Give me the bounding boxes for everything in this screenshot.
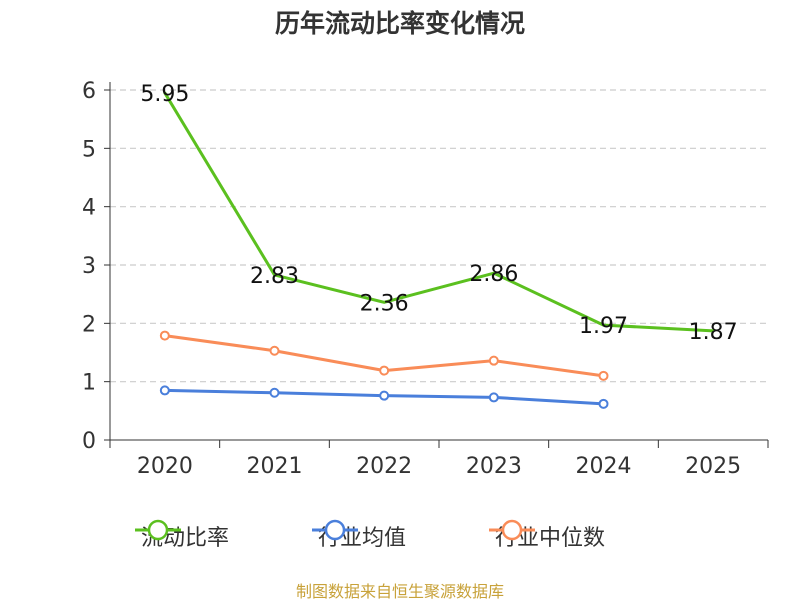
data-label: 2.83 (250, 264, 299, 289)
legend-item-industry-median[interactable]: 行业中位数 (487, 518, 605, 554)
y-tick-label: 5 (82, 137, 96, 162)
y-tick-label: 1 (82, 371, 96, 396)
data-point (379, 390, 390, 401)
data-label: 1.97 (579, 314, 628, 339)
y-tick-label: 4 (82, 196, 96, 221)
legend-marker-icon (135, 519, 181, 541)
data-label: 2.86 (469, 262, 518, 287)
data-label: 1.87 (689, 320, 738, 345)
y-tick-label: 0 (82, 429, 96, 454)
data-point (159, 385, 170, 396)
data-point (269, 345, 280, 356)
data-point (488, 392, 499, 403)
data-point (269, 387, 280, 398)
data-label: 5.95 (140, 82, 189, 107)
legend-marker-icon (312, 519, 358, 541)
chart-title: 历年流动比率变化情况 (274, 9, 525, 38)
x-tick-label: 2020 (137, 454, 193, 479)
legend-marker-icon (489, 519, 535, 541)
series-line (163, 91, 715, 333)
data-label: 2.36 (360, 291, 409, 316)
legend-item-current-ratio[interactable]: 流动比率 (133, 518, 229, 554)
legend-item-industry-mean[interactable]: 行业均值 (310, 518, 406, 554)
x-tick-label: 2021 (247, 454, 303, 479)
data-point (379, 365, 390, 376)
data-point (159, 330, 170, 341)
x-tick-label: 2025 (685, 454, 741, 479)
data-point (598, 398, 609, 409)
data-point (488, 355, 499, 366)
legend: 流动比率 行业均值 行业中位数 (0, 518, 800, 558)
x-tick-label: 2023 (466, 454, 522, 479)
data-source-note: 制图数据来自恒生聚源数据库 (295, 582, 504, 601)
y-tick-label: 2 (82, 312, 96, 337)
y-tick-label: 6 (82, 79, 96, 104)
data-point (598, 370, 609, 381)
x-tick-label: 2022 (356, 454, 412, 479)
y-tick-label: 3 (82, 254, 96, 279)
x-tick-label: 2024 (576, 454, 632, 479)
